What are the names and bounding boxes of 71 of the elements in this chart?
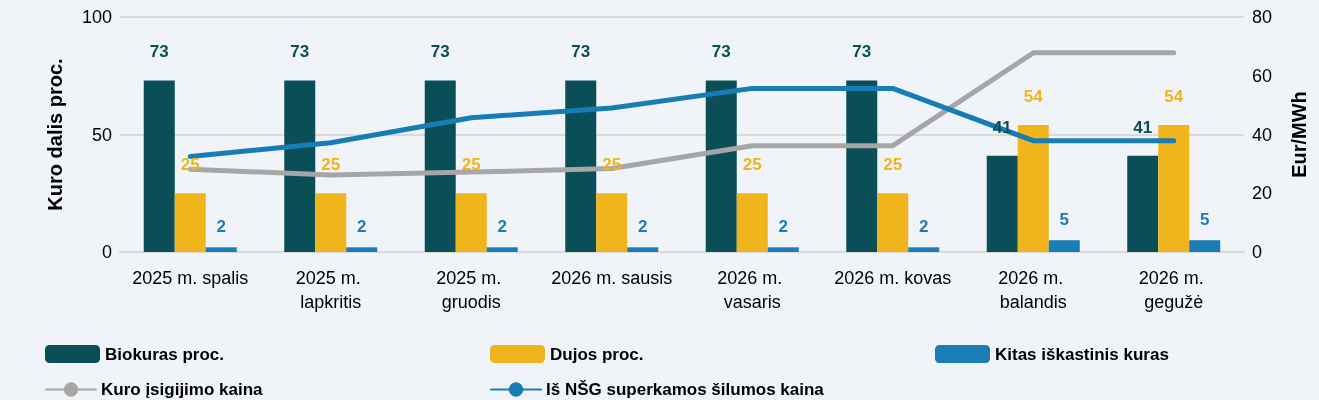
- data-label: 54: [1164, 87, 1184, 107]
- data-label: 25: [461, 155, 481, 175]
- bar: [346, 247, 378, 252]
- bar: [1189, 240, 1221, 252]
- data-label: 2: [919, 217, 929, 237]
- data-label: 41: [1133, 117, 1153, 137]
- bar: [1048, 240, 1080, 252]
- data-label: 2: [638, 217, 648, 237]
- legend-label: Dujos proc.: [550, 344, 644, 364]
- bar: [486, 247, 518, 252]
- x-tick-label: 2025 m. gruodis: [436, 268, 507, 312]
- y-tick-label: 0: [101, 242, 112, 262]
- data-label: 2: [357, 217, 367, 237]
- x-tick-label: 2025 m. lapkritis: [295, 268, 366, 312]
- x-tick-label: 2026 m. sausis: [551, 268, 673, 288]
- bar: [455, 193, 487, 252]
- bar: [284, 80, 316, 252]
- data-label: 5: [1200, 210, 1210, 230]
- bar: [1017, 125, 1049, 252]
- data-label: 5: [1059, 210, 1069, 230]
- y2-tick-label: 20: [1252, 183, 1273, 204]
- bar: [565, 80, 597, 252]
- bar: [767, 247, 799, 252]
- bar: [877, 193, 909, 252]
- data-label: 73: [711, 42, 731, 62]
- bar: [1127, 155, 1159, 252]
- bar: [205, 247, 237, 252]
- data-label: 2: [778, 217, 788, 237]
- bar: [424, 80, 456, 252]
- y2-tick-label: 60: [1252, 65, 1273, 86]
- x-tick-label: 2026 m. kovas: [834, 268, 952, 288]
- legend-label: Iš NŠG superkamos šilumos kaina: [546, 380, 825, 399]
- bar: [1158, 125, 1190, 252]
- legend-label: Kitas iškastinis kuras: [995, 344, 1169, 364]
- data-label: 54: [1023, 87, 1044, 107]
- data-label: 73: [430, 42, 450, 62]
- bar: [627, 247, 659, 252]
- data-label: 25: [602, 155, 622, 175]
- bar: [596, 193, 628, 252]
- y-tick-label: 100: [81, 7, 112, 27]
- y-tick-label: 50: [91, 124, 112, 145]
- data-label: 2: [497, 217, 507, 237]
- bar: [143, 80, 175, 252]
- data-label: 25: [742, 155, 762, 175]
- bar: [986, 155, 1018, 252]
- bar: [705, 80, 737, 252]
- x-tick-label: 2025 m. spalis: [132, 268, 249, 288]
- data-label: 2: [216, 217, 226, 237]
- data-label: 73: [149, 42, 169, 62]
- y2-tick-label: 40: [1252, 124, 1273, 145]
- bar: [315, 193, 347, 252]
- y-axis-title: Kuro dalis proc.: [44, 58, 66, 211]
- y2-axis-title: Eur/MWh: [1288, 91, 1310, 178]
- bar: [908, 247, 940, 252]
- x-tick-label: 2026 m. balandis: [998, 268, 1069, 312]
- data-label: 25: [180, 155, 200, 175]
- data-label: 73: [571, 42, 591, 62]
- data-label: 25: [883, 155, 903, 175]
- bar: [174, 193, 206, 252]
- x-tick-label: 2026 m. vasaris: [717, 268, 788, 312]
- bar: [736, 193, 768, 252]
- legend-label: Kuro įsigijimo kaina: [101, 380, 264, 399]
- data-label: 41: [992, 117, 1012, 137]
- data-label: 73: [290, 42, 310, 62]
- data-label: 73: [852, 42, 872, 62]
- data-label: 25: [321, 155, 341, 175]
- x-tick-label: 2026 m. gegužė: [1138, 268, 1209, 312]
- y2-tick-label: 80: [1252, 7, 1273, 27]
- legend-label: Biokuras proc.: [105, 344, 225, 364]
- bar: [846, 80, 878, 252]
- y2-tick-label: 0: [1252, 242, 1263, 262]
